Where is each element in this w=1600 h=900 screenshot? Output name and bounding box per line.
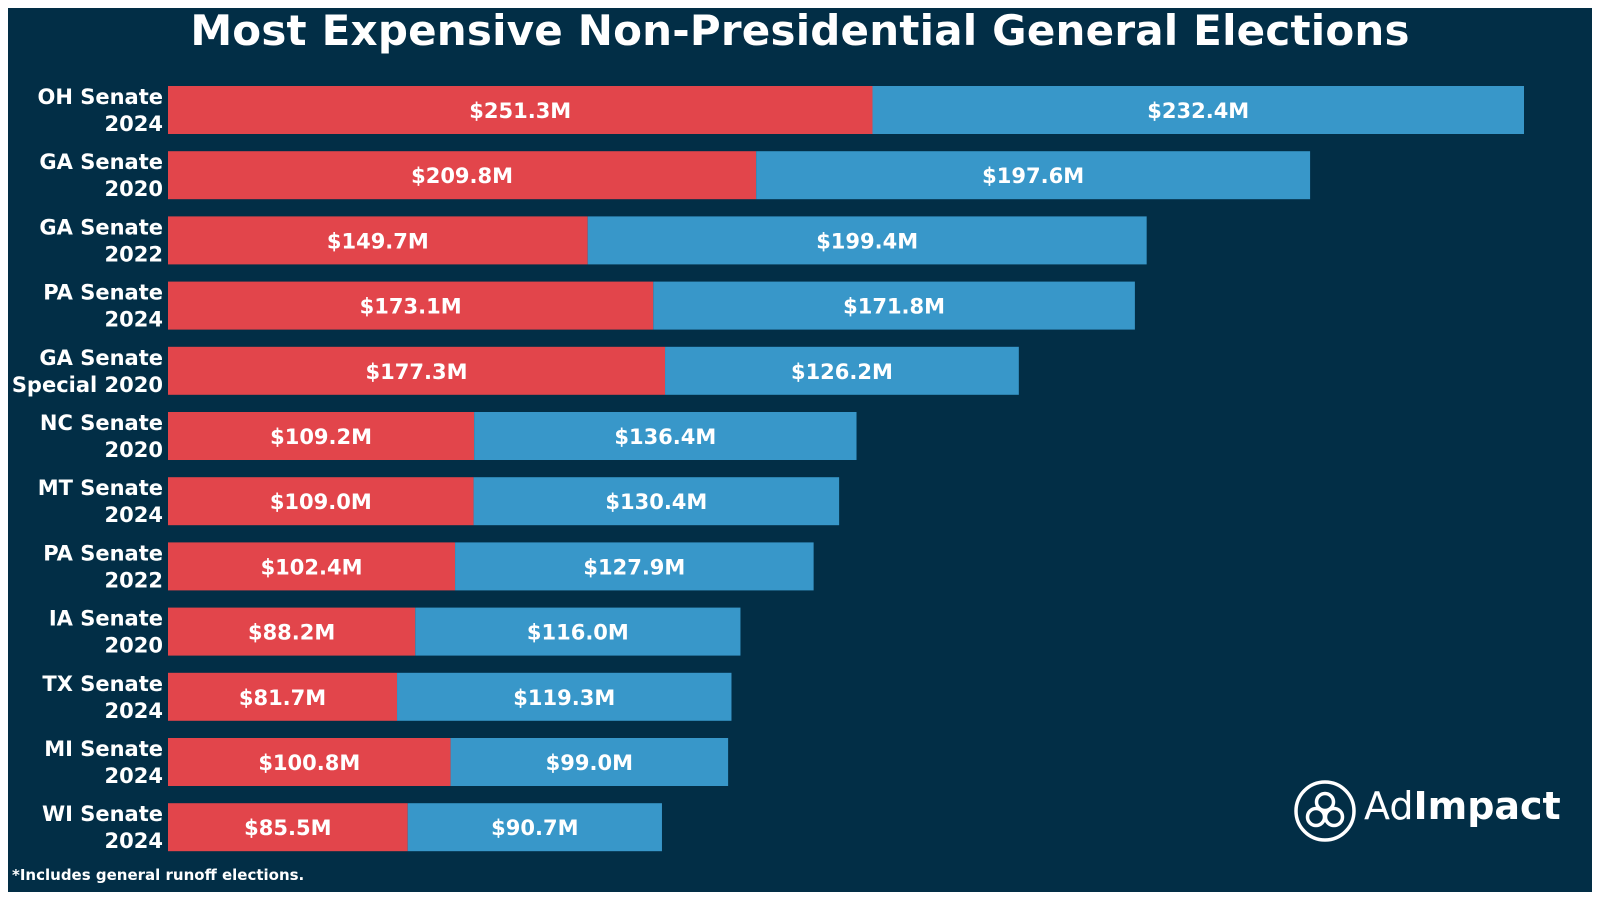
- chart-title: Most Expensive Non-Presidential General …: [190, 6, 1410, 55]
- bar-value-label: $90.7M: [491, 816, 578, 840]
- category-label: GA Senate 2020: [39, 150, 163, 201]
- bar-segment-red: [168, 477, 474, 526]
- bar-segment-red: [168, 151, 757, 200]
- bar-segment-red: [168, 216, 588, 265]
- bar-segment-blue: [872, 86, 1524, 134]
- bar-segment-red: [168, 803, 408, 852]
- bar-segment-blue: [450, 738, 729, 786]
- bar-value-label: $232.4M: [1147, 99, 1249, 123]
- bar-segment-blue: [455, 542, 814, 591]
- bar-value-label: $116.0M: [527, 621, 629, 645]
- bar-value-label: $209.8M: [411, 164, 513, 188]
- bar-value-label: $130.4M: [605, 490, 707, 514]
- bar-segment-blue: [474, 412, 857, 460]
- bar-value-label: $109.2M: [270, 425, 372, 449]
- category-label: TX Senate 2024: [42, 672, 163, 723]
- bar-segment-blue: [587, 216, 1147, 265]
- bar-value-label: $177.3M: [366, 360, 468, 384]
- bar-value-label: $173.1M: [360, 295, 462, 319]
- category-label: GA Senate 2022: [39, 215, 163, 266]
- bar-value-label: $126.2M: [791, 360, 893, 384]
- bar-segment-blue: [473, 477, 840, 526]
- category-label: MT Senate 2024: [38, 476, 163, 527]
- bar-value-label: $171.8M: [843, 295, 945, 319]
- bar-segment-blue: [407, 803, 662, 852]
- category-label: PA Senate 2024: [43, 281, 163, 332]
- brand-name-light: Ad: [1364, 784, 1414, 828]
- bar-segment-red: [168, 346, 666, 395]
- bar-segment-blue: [397, 672, 732, 721]
- category-label: WI Senate 2024: [42, 802, 163, 853]
- bar-value-label: $100.8M: [258, 751, 360, 775]
- bar-segment-blue: [415, 607, 741, 656]
- bar-value-label: $88.2M: [248, 621, 335, 645]
- bar-segment-blue: [653, 281, 1135, 330]
- bar-segment-red: [168, 738, 451, 786]
- category-label: NC Senate 2020: [40, 411, 163, 462]
- bar-segment-blue: [756, 151, 1311, 200]
- bar-value-label: $149.7M: [327, 229, 429, 253]
- bar-value-label: $85.5M: [244, 816, 331, 840]
- bar-value-label: $109.0M: [270, 490, 372, 514]
- bar-value-label: $102.4M: [261, 555, 363, 579]
- bar-segment-red: [168, 542, 456, 591]
- bar-value-label: $99.0M: [546, 751, 633, 775]
- bar-value-label: $119.3M: [513, 686, 615, 710]
- bar-segment-red: [168, 412, 475, 460]
- bar-value-label: $197.6M: [982, 164, 1084, 188]
- bar-segment-red: [168, 281, 654, 330]
- category-label: MI Senate 2024: [44, 737, 163, 788]
- category-label: PA Senate 2022: [43, 541, 163, 592]
- bar-segment-red: [168, 607, 416, 656]
- bar-value-label: $136.4M: [614, 425, 716, 449]
- category-label: OH Senate 2024: [37, 85, 163, 136]
- bar-value-label: $251.3M: [469, 99, 571, 123]
- bar-segment-red: [168, 672, 398, 721]
- adimpact-logo-icon: [1294, 780, 1356, 842]
- category-label: IA Senate 2020: [49, 607, 163, 658]
- bar-value-label: $81.7M: [239, 686, 326, 710]
- footnote: *Includes general runoff elections.: [12, 866, 305, 884]
- bar-segment-blue: [665, 346, 1019, 395]
- adimpact-logo: AdImpact: [1292, 776, 1562, 846]
- bar-value-label: $199.4M: [816, 229, 918, 253]
- brand-name-bold: Impact: [1413, 784, 1561, 828]
- brand-name: AdImpact: [1364, 784, 1561, 828]
- bar-value-label: $127.9M: [583, 555, 685, 579]
- category-label: GA Senate Special 2020: [12, 346, 163, 397]
- bar-segment-red: [168, 86, 873, 134]
